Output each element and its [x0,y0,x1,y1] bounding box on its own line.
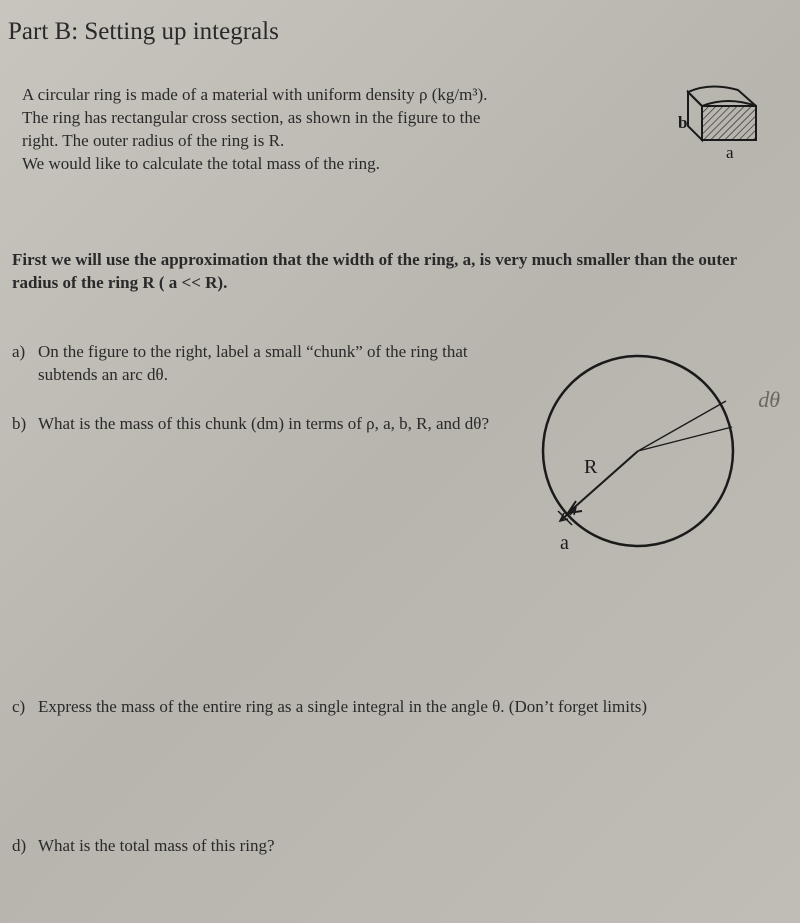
question-body: Express the mass of the entire ring as a… [38,696,778,719]
ring-svg: R a [498,341,768,571]
question-d: d) What is the total mass of this ring? [8,835,778,858]
intro-line: right. The outer radius of the ring is R… [22,131,284,150]
label-R: R [584,456,598,478]
label-a: a [726,143,734,162]
question-label: c) [12,696,38,719]
intro-block: A circular ring is made of a material wi… [8,84,778,179]
intro-line: A circular ring is made of a material wi… [22,85,487,104]
question-body: What is the mass of this chunk (dm) in t… [38,413,498,436]
intro-line: We would like to calculate the total mas… [22,154,380,173]
question-label: b) [12,413,38,436]
label-a-ring: a [560,532,569,554]
question-label: d) [12,835,38,858]
approximation-heading: First we will use the approximation that… [8,249,778,295]
questions-ab-text: a) On the figure to the right, label a s… [8,341,498,462]
handwritten-dtheta: dθ [758,387,780,413]
workspace-spacer [8,576,778,696]
intro-text: A circular ring is made of a material wi… [8,84,660,176]
question-a: a) On the figure to the right, label a s… [12,341,498,387]
ring-figure: R a dθ [498,341,778,576]
worksheet-page: Part B: Setting up integrals A circular … [0,0,800,902]
question-body: What is the total mass of this ring? [38,835,778,858]
question-b: b) What is the mass of this chunk (dm) i… [12,413,498,436]
question-body: On the figure to the right, label a smal… [38,341,498,387]
workspace-spacer [8,745,778,835]
question-c: c) Express the mass of the entire ring a… [8,696,778,719]
part-title: Part B: Setting up integrals [8,18,778,46]
cross-section-figure: b a [660,84,778,179]
question-label: a) [12,341,38,364]
intro-line: The ring has rectangular cross section, … [22,108,480,127]
label-b: b [678,113,687,132]
cross-section-svg: b a [660,84,770,174]
questions-ab-row: a) On the figure to the right, label a s… [8,341,778,576]
